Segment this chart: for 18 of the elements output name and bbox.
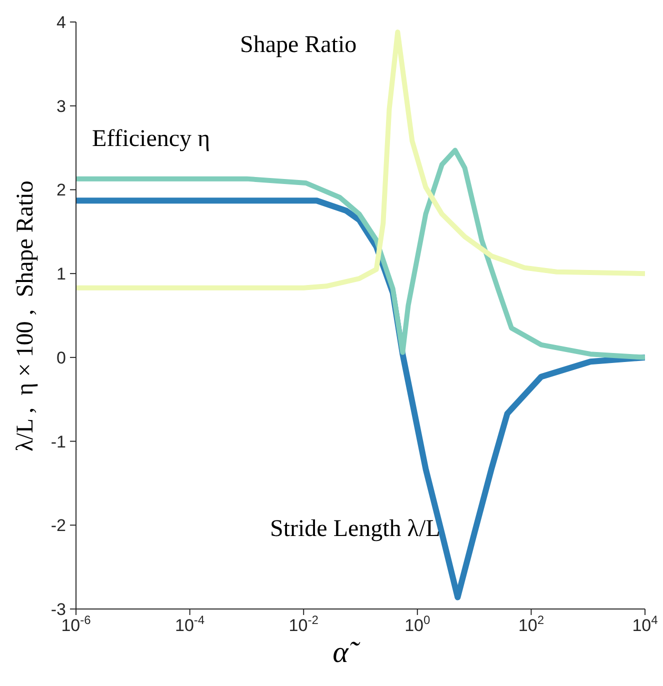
- x-tick-label: 10$^{2}$: [518, 613, 544, 635]
- x-tick-label: 10$^{4}$: [632, 613, 658, 635]
- y-tick-label: -3: [50, 600, 66, 619]
- x-tick-label: 10$^{0}$: [404, 613, 431, 635]
- x-axis-title: α̃: [332, 636, 362, 670]
- y-tick-label: 3: [56, 96, 66, 116]
- x-tick-label: 10$^{-4}$: [175, 613, 205, 635]
- x-tick-label: 10$^{-2}$: [288, 613, 319, 635]
- series-label: Shape Ratio: [240, 32, 357, 59]
- y-tick-label: 1: [56, 264, 66, 284]
- series-label: Stride Length λ/L: [270, 516, 440, 543]
- series-label: Efficiency η: [92, 126, 210, 153]
- y-tick-label: 0: [56, 348, 66, 368]
- y-tick-label: 2: [56, 180, 66, 200]
- y-tick-label: 4: [56, 13, 66, 32]
- y-tick-label: -1: [50, 432, 66, 452]
- y-tick-label: -2: [50, 516, 66, 536]
- y-axis-title: λ/L , η × 100 , Shape Ratio: [12, 180, 40, 451]
